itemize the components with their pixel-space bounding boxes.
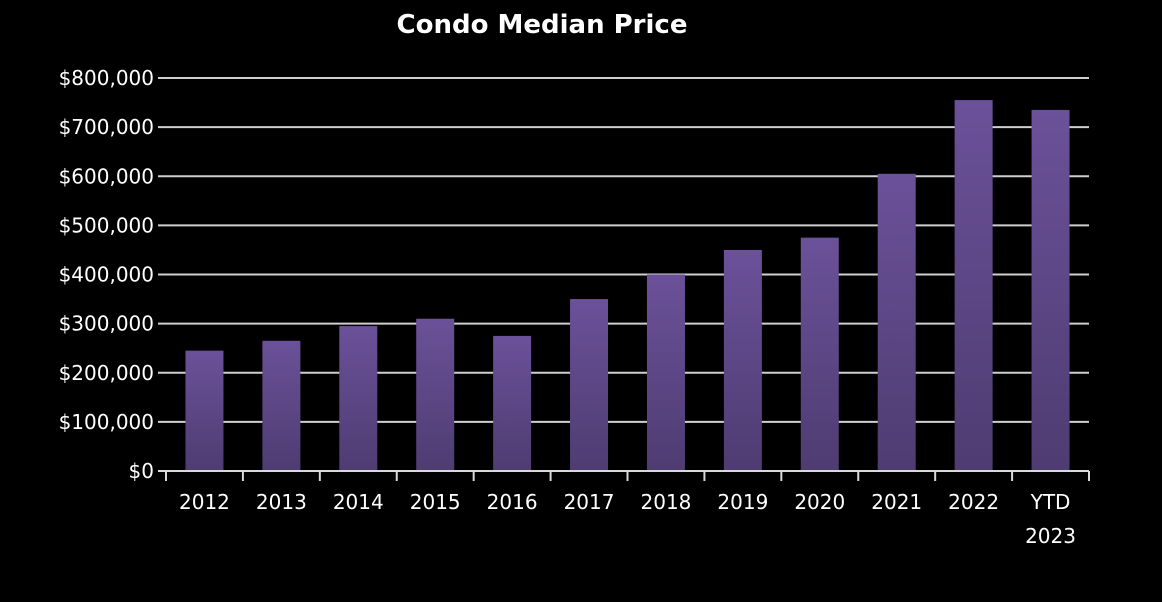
gridlines xyxy=(158,77,1089,472)
bar-2014 xyxy=(339,326,378,471)
chart-title: Condo Median Price xyxy=(397,10,688,40)
bars xyxy=(185,100,1070,472)
bar-2021 xyxy=(877,173,916,471)
x-tick-label-line: 2013 xyxy=(256,490,307,514)
x-tick-label-line: 2018 xyxy=(641,490,692,514)
x-axis-tick-labels: 2012 2013 2014 2015 2016 2017 2018 2019 2020 2021… xyxy=(179,490,1076,548)
bar-ytd-2023 xyxy=(1031,109,1070,472)
x-tick-label-line: 2019 xyxy=(717,490,768,514)
bar-2015 xyxy=(416,318,455,471)
y-tick-label: $600,000 xyxy=(59,164,154,188)
x-tick-label: 2015 xyxy=(410,490,461,514)
x-tick-label: 2018 xyxy=(641,490,692,514)
x-tick-label: 2019 xyxy=(717,490,768,514)
y-tick-label: $800,000 xyxy=(59,66,154,90)
x-tick-label: YTD 2023 xyxy=(1025,490,1076,548)
y-tick-label: $400,000 xyxy=(59,263,154,287)
x-tick-label-line: YTD xyxy=(1030,490,1071,514)
x-tick-label-line: 2014 xyxy=(333,490,384,514)
y-tick-label: $500,000 xyxy=(59,213,154,237)
x-tick-label: 2017 xyxy=(564,490,615,514)
x-tick-label-line: 2015 xyxy=(410,490,461,514)
y-tick-label: $700,000 xyxy=(59,115,154,139)
y-tick-label: $0 xyxy=(129,459,154,483)
x-tick-label: 2022 xyxy=(948,490,999,514)
x-tick-label-line: 2012 xyxy=(179,490,230,514)
x-tick-label: 2021 xyxy=(871,490,922,514)
y-axis-tick-labels: $0 $100,000 $200,000 $300,000 $400,000 $500,0… xyxy=(59,66,154,483)
x-tick-label-line: 2020 xyxy=(794,490,845,514)
y-tick-label: $200,000 xyxy=(59,361,154,385)
x-tick-label-line: 2016 xyxy=(487,490,538,514)
x-tick-label: 2016 xyxy=(487,490,538,514)
bar-2017 xyxy=(570,299,609,471)
x-axis xyxy=(165,470,1090,481)
y-tick-label: $300,000 xyxy=(59,312,154,336)
x-tick-label-line: 2021 xyxy=(871,490,922,514)
x-tick-label: 2013 xyxy=(256,490,307,514)
y-tick-label: $100,000 xyxy=(59,410,154,434)
x-tick-label: 2014 xyxy=(333,490,384,514)
x-tick-label: 2020 xyxy=(794,490,845,514)
bar-2016 xyxy=(493,335,532,471)
bar-2012 xyxy=(185,350,224,471)
x-tick-label: 2012 xyxy=(179,490,230,514)
x-tick-label-line: 2022 xyxy=(948,490,999,514)
x-tick-label-line: 2017 xyxy=(564,490,615,514)
bar-2022 xyxy=(954,100,993,471)
x-tick-label-line: 2023 xyxy=(1025,524,1076,548)
bar-2020 xyxy=(800,237,839,471)
bar-2013 xyxy=(262,340,301,471)
bar-2019 xyxy=(723,249,762,471)
bar-2018 xyxy=(646,274,685,471)
